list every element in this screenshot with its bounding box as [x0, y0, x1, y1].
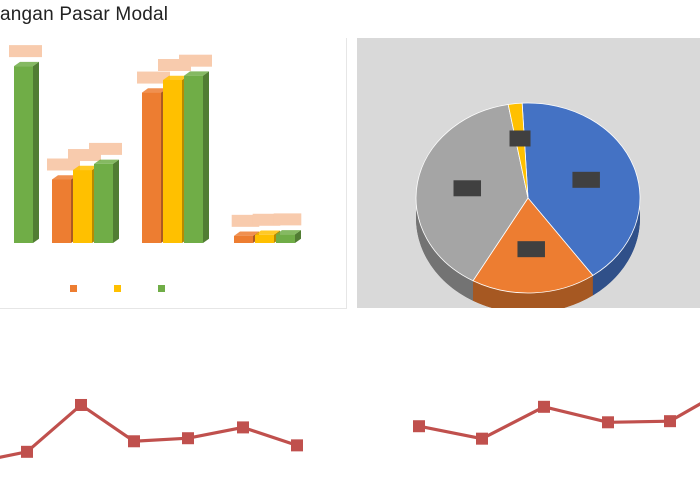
transaksi-saham-chart [0, 350, 346, 500]
sid-bar-chart [0, 38, 347, 309]
bar-top [234, 231, 259, 236]
value-label-box [9, 45, 42, 58]
legend-swatch-apr-25 [158, 285, 165, 292]
sid-pie-chart [357, 38, 700, 308]
bar-top [73, 165, 98, 171]
bar-top [163, 75, 188, 80]
bar-top [276, 230, 301, 235]
bar-top [184, 71, 209, 76]
line-marker-2-3 [128, 435, 140, 448]
bar-top [255, 230, 280, 235]
bar-apr-25-0 [14, 61, 39, 243]
line-marker-2-6 [291, 439, 303, 452]
bar-front [52, 179, 71, 243]
pie-slice-0 [521, 102, 641, 276]
bar-front [234, 235, 253, 243]
bar-top [14, 61, 39, 67]
pie-label-box-2 [453, 180, 482, 197]
bar-top [142, 88, 167, 93]
bar-front [94, 163, 113, 243]
value-label-box [47, 158, 80, 171]
line-marker-2-1 [21, 445, 33, 458]
value-label-box [179, 54, 212, 67]
line-series-3 [418, 402, 700, 441]
bar-front [184, 75, 203, 243]
pie-slice-3 [507, 102, 529, 199]
bar-front [255, 234, 274, 243]
value-label-box [231, 214, 260, 227]
bar-front [142, 92, 161, 243]
legend-swatch-des-24 [114, 285, 121, 292]
bar-side [113, 159, 119, 243]
legend-swatch-apr-24 [70, 285, 77, 292]
line-chart-saham-svg [0, 398, 303, 459]
line-marker-3-3 [602, 416, 614, 429]
bar-side [203, 71, 209, 243]
bar-apr-25-3 [276, 230, 301, 243]
line-series-2 [0, 402, 298, 459]
value-label-box [273, 213, 302, 226]
bar-apr-25-1 [94, 159, 119, 243]
pie-label-box-3 [509, 130, 531, 147]
line-marker-3-2 [538, 400, 550, 413]
bar-apr-25-2 [184, 71, 209, 243]
pie-slice-wall-1 [473, 275, 593, 308]
line-marker-3-1 [476, 432, 488, 445]
bar-chart-svg [9, 45, 302, 292]
line-marker-2-5 [237, 421, 249, 434]
transaksi-reksadana-chart [357, 350, 700, 500]
bar-top [94, 159, 119, 164]
line-chart-reksadana-svg [413, 400, 700, 445]
bar-front [276, 234, 295, 243]
bar-side [33, 61, 39, 243]
value-label-box [252, 213, 281, 226]
pie-label-box-0 [572, 171, 600, 188]
bar-side [295, 230, 301, 243]
bar-front [73, 170, 92, 243]
bar-front [14, 66, 33, 243]
page-title: angan Pasar Modal [0, 4, 169, 25]
pie-chart-svg [415, 102, 641, 308]
value-label-box [137, 71, 170, 84]
bar-front [163, 79, 182, 243]
line-marker-3-4 [664, 415, 676, 428]
line-marker-2-2 [75, 398, 87, 411]
bar-top [52, 175, 77, 180]
pie-label-box-1 [517, 241, 545, 258]
line-marker-2-4 [182, 432, 194, 445]
line-marker-3-0 [413, 420, 425, 433]
value-label-box [89, 142, 122, 155]
